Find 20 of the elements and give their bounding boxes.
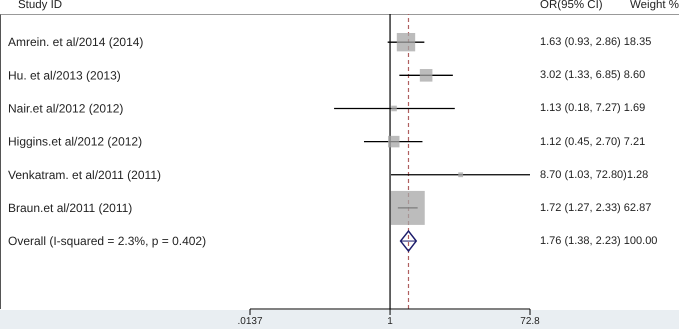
text: OR(95% CI): [540, 0, 603, 11]
text: 1.63 (0.93, 2.86) 18.35: [540, 36, 652, 48]
text: 3.02 (1.33, 6.85) 8.60: [540, 69, 646, 82]
y-tick-label: Venkatram. et al/2011 (2011): [8, 168, 161, 182]
text: Study ID: [18, 0, 62, 11]
y-tick-label: Hu. et al/2013 (2013): [8, 68, 121, 82]
text: Weight %: [630, 0, 679, 11]
y-tick-label: Overall (I-squared = 2.3%, p = 0.402): [8, 234, 206, 248]
text: 1.76 (1.38, 2.23) 100.00: [540, 235, 658, 248]
text: 8.70 (1.03, 72.80)1.28: [540, 168, 648, 181]
y-tick-label: Higgins.et al/2012 (2012): [8, 134, 142, 149]
y-tick-label: Braun.et al/2011 (2011): [8, 200, 132, 215]
x-tick-label: 72.8: [520, 316, 540, 328]
y-tick-label: Nair.et al/2012 (2012): [8, 101, 124, 116]
text: 1.13 (0.18, 7.27) 1.69: [540, 102, 646, 114]
text: 1.72 (1.27, 2.33) 62.87: [540, 202, 652, 214]
x-tick-label: .0137: [237, 316, 263, 328]
y-tick-label: Amrein. et al/2014 (2014): [8, 35, 144, 50]
text: 1.12 (0.45, 2.70) 7.21: [540, 136, 646, 148]
x-tick-label: 1: [387, 316, 394, 328]
